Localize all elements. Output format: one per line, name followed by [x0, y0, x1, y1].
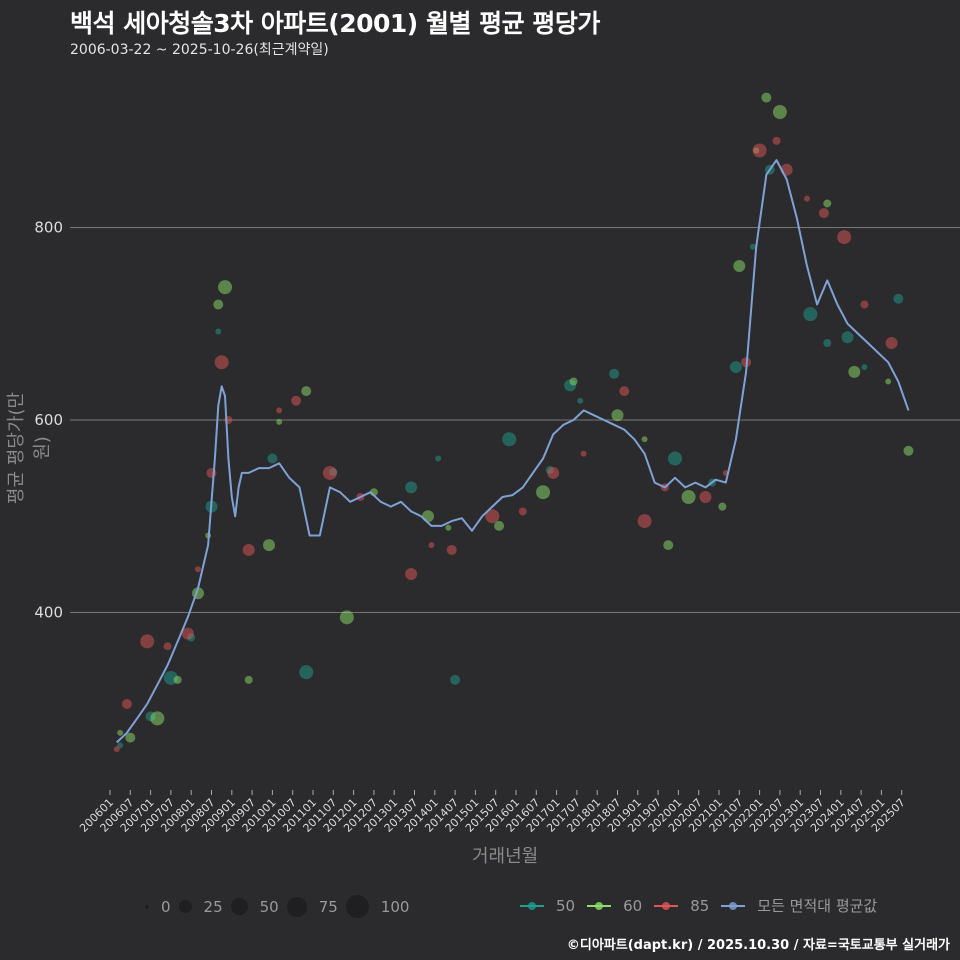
color-legend: 50 60 85 모든 면적대 평균값	[520, 895, 889, 916]
legend-label: 모든 면적대 평균값	[757, 897, 878, 915]
size-legend-item: 25	[178, 897, 223, 916]
line-swatch-icon	[721, 901, 746, 910]
legend-label: 85	[690, 896, 710, 915]
x-axis-label: 거래년월	[472, 846, 539, 867]
scatter-points	[113, 92, 914, 753]
svg-text:600: 600	[34, 411, 63, 429]
legend-item-50: 50	[520, 897, 575, 915]
size-legend-item: 50	[230, 897, 279, 916]
size-legend: 0 25 50 75 100	[145, 895, 417, 918]
size-dot-icon	[178, 900, 192, 913]
chart-title: 백석 세아청솔3차 아파트(2001) 월별 평균 평당가	[70, 9, 600, 38]
legend-label: 50	[556, 896, 576, 915]
y-axis-ticks: 400 600 800	[34, 219, 63, 622]
size-legend-item: 100	[345, 895, 410, 918]
legend-item-85: 85	[654, 897, 709, 915]
chart-subtitle: 2006-03-22 ~ 2025-10-26(최근계약일)	[70, 42, 329, 58]
size-legend-item: 75	[286, 896, 338, 917]
size-dot-icon	[286, 896, 307, 917]
x-axis-ticks: 2006012006072007012007072008012008072009…	[77, 790, 908, 835]
average-line	[116, 159, 910, 744]
line-swatch-icon	[654, 901, 679, 910]
size-dot-icon	[345, 895, 369, 918]
legend-label: 60	[623, 896, 643, 915]
size-legend-item: 0	[145, 898, 171, 916]
line-swatch-icon	[520, 901, 544, 910]
size-legend-label: 50	[259, 897, 279, 916]
size-dot-icon	[145, 904, 149, 909]
size-legend-label: 25	[203, 897, 223, 916]
line-swatch-icon	[587, 901, 612, 910]
legend-item-60: 60	[587, 897, 642, 915]
svg-text:800: 800	[34, 219, 63, 237]
y-axis-label: 평균 평당가(만 원)	[6, 391, 53, 505]
size-legend-label: 75	[318, 897, 338, 916]
size-legend-label: 0	[161, 897, 171, 916]
source-credit: ©디아파트(dapt.kr) / 2025.10.30 / 자료=국토교통부 실…	[566, 938, 950, 953]
gridlines	[70, 227, 960, 613]
size-dot-icon	[230, 898, 248, 915]
size-legend-label: 100	[380, 897, 410, 916]
svg-text:400: 400	[34, 604, 63, 622]
legend-item-average: 모든 면적대 평균값	[721, 895, 877, 916]
